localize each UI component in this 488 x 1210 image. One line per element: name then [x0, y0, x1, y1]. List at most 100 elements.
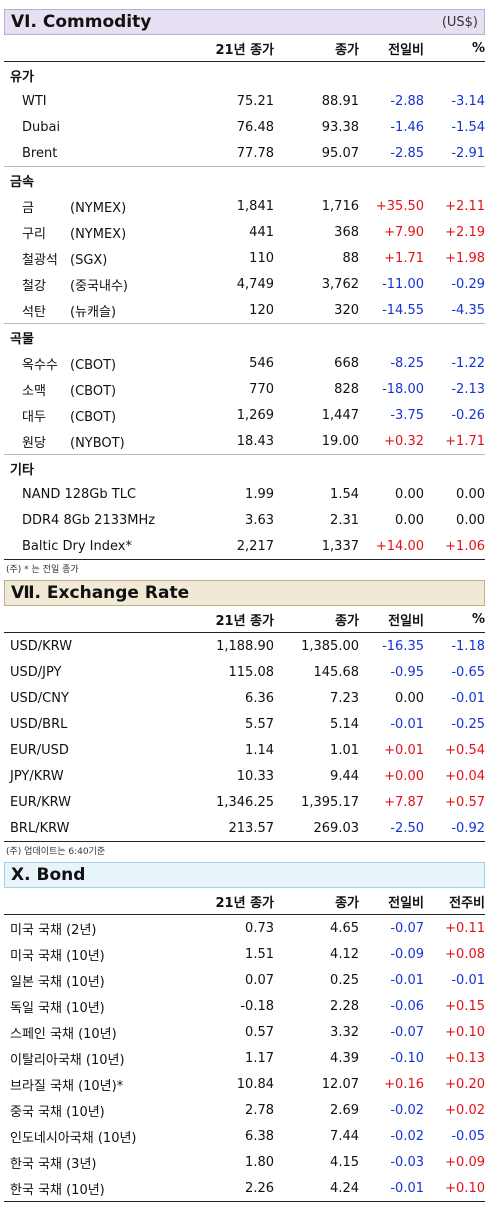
bond-table: 21년 종가 종가 전일비 전주비 미국 국채 (2년) 0.73 4.65 -0.0…: [4, 888, 485, 1202]
percent-value: +0.04: [445, 768, 485, 784]
commodity-name: 철강: [22, 278, 46, 294]
fx-section-header: Ⅶ. Exchange Rate: [4, 580, 485, 606]
percent-value: -1.18: [451, 638, 485, 654]
commodity-row: 금 (NYMEX) 1,841 1,716 +35.50 +2.11: [4, 193, 485, 219]
commodity-name-cell: WTI: [4, 88, 164, 114]
close-2021-value: -0.18: [240, 998, 274, 1014]
commodity-name: 석탄: [22, 304, 46, 320]
bond-row: 한국 국채 (3년) 1.80 4.15 -0.03 +0.09: [4, 1149, 485, 1175]
bond-row-name: 일본 국채 (10년): [10, 974, 105, 990]
change-value: +0.00: [384, 768, 424, 784]
fx-row: USD/CNY 6.36 7.23 0.00 -0.01: [4, 685, 485, 711]
change-value: 0.00: [395, 690, 424, 706]
commodity-row: 석탄 (뉴캐슬) 120 320 -14.55 -4.35: [4, 297, 485, 324]
commodity-name: 소맥: [22, 383, 46, 399]
fx-header-row: 21년 종가 종가 전일비 %: [4, 606, 485, 633]
close-value: 668: [334, 355, 359, 371]
commodity-row: Baltic Dry Index* 2,217 1,337 +14.00 +1.06: [4, 533, 485, 560]
commodity-name: 구리: [22, 226, 46, 242]
change-value: -0.06: [390, 998, 424, 1014]
commodity-name-cell: Brent: [4, 140, 164, 167]
col-change: 전일비: [388, 895, 424, 911]
close-2021-value: 1,269: [236, 407, 274, 423]
group-row: 유가: [4, 62, 485, 89]
close-value: 12.07: [321, 1076, 359, 1092]
commodity-name-cell: 석탄 (뉴캐슬): [4, 297, 164, 324]
close-2021-value: 0.73: [245, 920, 274, 936]
fx-row: USD/BRL 5.57 5.14 -0.01 -0.25: [4, 711, 485, 737]
commodity-name-cell: DDR4 8Gb 2133MHz: [4, 507, 164, 533]
col-change: 전일비: [388, 42, 424, 58]
change-value: -0.10: [390, 1050, 424, 1066]
close-value: 19.00: [321, 433, 359, 449]
change-value: +1.71: [384, 250, 424, 266]
fx-row-name: JPY/KRW: [10, 768, 64, 784]
fx-row-name: EUR/USD: [10, 742, 69, 758]
change-value: -0.02: [390, 1102, 424, 1118]
bond-row-name: 한국 국채 (3년): [10, 1156, 97, 1172]
fx-row-name: USD/CNY: [10, 690, 69, 706]
change-value: -0.01: [390, 1180, 424, 1196]
commodity-name-cell: 소맥 (CBOT): [4, 376, 164, 402]
percent-value: -0.65: [451, 664, 485, 680]
close-2021-value: 0.07: [245, 972, 274, 988]
change-value: -3.75: [390, 407, 424, 423]
close-value: 145.68: [313, 664, 360, 680]
percent-value: +0.11: [445, 920, 485, 936]
close-value: 2.28: [330, 998, 359, 1014]
bond-row: 인도네시아국채 (10년) 6.38 7.44 -0.02 -0.05: [4, 1123, 485, 1149]
col-change: 전일비: [388, 613, 424, 629]
close-2021-value: 1,188.90: [216, 638, 274, 654]
close-2021-value: 2,217: [236, 538, 274, 554]
exchange-label: (CBOT): [70, 357, 117, 373]
percent-value: +1.98: [445, 250, 485, 266]
close-value: 3,762: [321, 276, 359, 292]
change-value: -0.01: [390, 972, 424, 988]
change-value: -0.02: [390, 1128, 424, 1144]
close-2021-value: 4,749: [236, 276, 274, 292]
fx-row-name: USD/KRW: [10, 638, 73, 654]
close-value: 1,447: [321, 407, 359, 423]
commodity-name: 원당: [22, 435, 46, 451]
close-value: 1.54: [330, 486, 359, 502]
exchange-label: (중국내수): [70, 278, 128, 294]
change-value: -8.25: [390, 355, 424, 371]
commodity-name-cell: 옥수수 (CBOT): [4, 350, 164, 376]
close-value: 1.01: [330, 742, 359, 758]
change-value: +7.87: [384, 794, 424, 810]
change-value: -11.00: [382, 276, 424, 292]
col-close-2021: 21년 종가: [215, 42, 275, 58]
group-label: 곡물: [10, 331, 34, 347]
close-value: 0.25: [330, 972, 359, 988]
close-value: 88.91: [321, 93, 359, 109]
col-close: 종가: [335, 895, 359, 911]
close-value: 2.31: [330, 512, 359, 528]
commodity-row: WTI 75.21 88.91 -2.88 -3.14: [4, 88, 485, 114]
percent-value: +0.02: [445, 1102, 485, 1118]
group-row: 금속: [4, 166, 485, 194]
commodity-name: 대두: [22, 409, 46, 425]
close-value: 3.32: [330, 1024, 359, 1040]
close-2021-value: 110: [249, 250, 274, 266]
currency-unit: (US$): [441, 14, 478, 30]
bond-row: 한국 국채 (10년) 2.26 4.24 -0.01 +0.10: [4, 1175, 485, 1202]
percent-value: 0.00: [456, 486, 485, 502]
close-value: 93.38: [321, 119, 359, 135]
group-label: 기타: [10, 462, 34, 478]
fx-table: 21년 종가 종가 전일비 % USD/KRW 1,188.90 1,385.00 -…: [4, 606, 485, 842]
col-close-2021: 21년 종가: [215, 895, 275, 911]
commodity-note: (주) * 는 전일 종가: [6, 565, 79, 575]
bond-row: 브라질 국채 (10년)* 10.84 12.07 +0.16 +0.20: [4, 1071, 485, 1097]
close-value: 95.07: [321, 145, 359, 161]
commodity-header-row: 21년 종가 종가 전일비 %: [4, 35, 485, 62]
close-2021-value: 120: [249, 302, 274, 318]
close-2021-value: 1.80: [245, 1154, 274, 1170]
percent-value: +0.13: [445, 1050, 485, 1066]
close-value: 88: [342, 250, 359, 266]
percent-value: +0.57: [445, 794, 485, 810]
close-value: 2.69: [330, 1102, 359, 1118]
percent-value: -0.05: [451, 1128, 485, 1144]
close-2021-value: 3.63: [245, 512, 274, 528]
close-2021-value: 5.57: [245, 716, 274, 732]
exchange-label: (NYMEX): [70, 226, 127, 242]
